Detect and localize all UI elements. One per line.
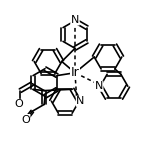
Text: Ir: Ir (71, 66, 79, 79)
Text: N: N (94, 81, 103, 91)
Text: N: N (71, 15, 79, 25)
Text: O: O (14, 99, 23, 109)
Text: N: N (76, 96, 85, 106)
Text: O: O (21, 115, 30, 125)
